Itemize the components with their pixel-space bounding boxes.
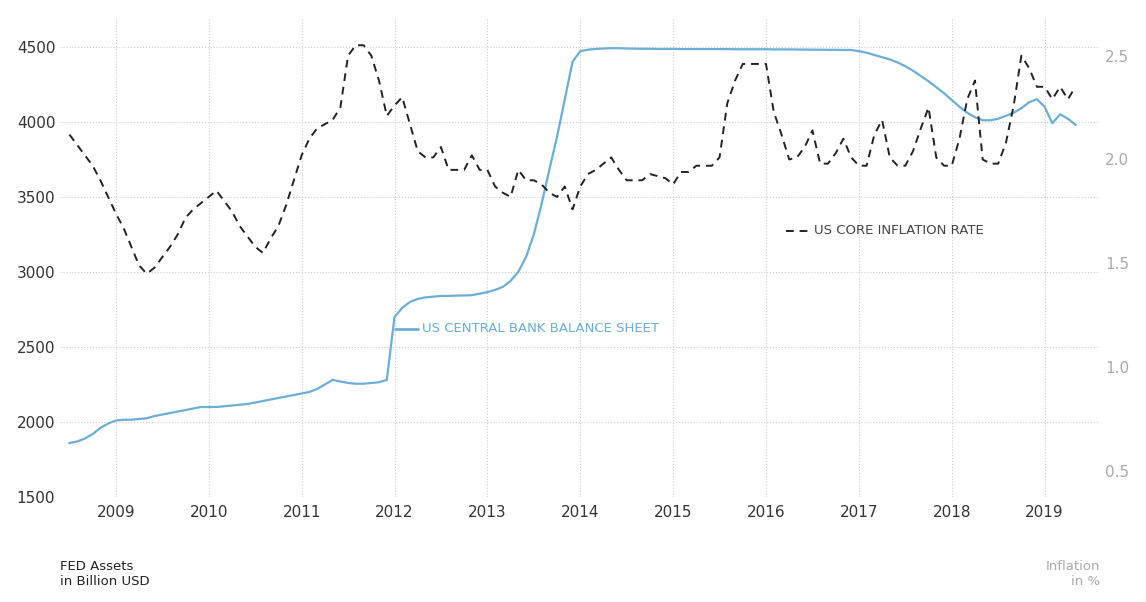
Text: US CORE INFLATION RATE: US CORE INFLATION RATE (815, 224, 984, 237)
Text: US CENTRAL BANK BALANCE SHEET: US CENTRAL BANK BALANCE SHEET (423, 323, 659, 335)
Text: Inflation
in %: Inflation in % (1046, 559, 1100, 588)
Text: FED Assets
in Billion USD: FED Assets in Billion USD (60, 559, 150, 588)
